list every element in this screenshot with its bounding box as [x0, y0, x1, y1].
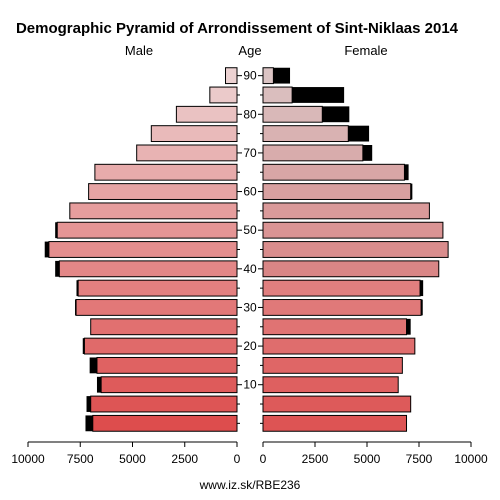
age-tick-label: 40 [243, 262, 257, 276]
female-bar-extra [362, 145, 373, 161]
male-bar [175, 105, 238, 123]
male-bar [58, 260, 238, 278]
female-bar [262, 260, 440, 278]
female-bar [262, 86, 293, 104]
male-bar [90, 395, 238, 413]
female-x-tick-label: 10000 [454, 452, 488, 466]
female-bar [262, 279, 421, 297]
male-bar [96, 356, 238, 374]
female-bar [262, 376, 399, 394]
age-tick-label: 80 [243, 107, 257, 121]
female-bar-extra [292, 87, 345, 103]
male-x-tick-label: 2500 [171, 452, 198, 466]
male-bar [94, 163, 238, 181]
male-x-tick-label: 10000 [11, 452, 45, 466]
male-bar [225, 67, 238, 85]
female-x-tick-label: 0 [260, 452, 267, 466]
male-bar [150, 125, 238, 143]
male-bar [100, 376, 238, 394]
male-bar [56, 221, 238, 239]
female-bar-extra [420, 280, 424, 297]
age-tick-label: 20 [243, 339, 257, 353]
female-bar [262, 67, 274, 85]
male-bar [77, 279, 238, 297]
male-bar-extra [76, 280, 79, 297]
female-bar [262, 163, 405, 181]
female-bar [262, 356, 403, 374]
female-bar [262, 125, 349, 143]
male-bar-extra [44, 241, 49, 258]
male-x-tick-label: 0 [234, 452, 241, 466]
male-bar-extra [86, 396, 91, 412]
male-bar-extra [55, 260, 60, 277]
male-x-tick-label: 5000 [119, 452, 146, 466]
male-label: Male [125, 43, 153, 58]
female-bar-extra [322, 106, 350, 123]
female-bar-extra [273, 67, 291, 84]
female-bar-extra [410, 183, 413, 200]
female-x-tick-label: 2500 [302, 452, 329, 466]
female-bar-extra [404, 164, 409, 181]
female-bar [262, 241, 449, 258]
male-bars [44, 67, 238, 432]
age-tick-label: 30 [243, 300, 257, 314]
age-tick-label: 60 [243, 185, 257, 199]
chart-title: Demographic Pyramid of Arrondissement of… [16, 20, 459, 37]
male-bar-extra [89, 357, 97, 374]
female-bar [262, 395, 412, 413]
male-bar [92, 414, 238, 432]
male-bar [69, 202, 238, 220]
female-bar-extra [348, 125, 370, 142]
male-bar [209, 86, 238, 104]
male-bar-extra [82, 338, 85, 354]
male-bar [88, 183, 238, 200]
age-tick-label: 50 [243, 223, 257, 237]
female-x-tick-label: 7500 [406, 452, 433, 466]
female-bar [262, 202, 430, 220]
axes: 10 20 30 40 50 60 70 80 90 10000 7500 5000 2500 0 0 250… [11, 69, 488, 466]
female-bar [262, 299, 422, 316]
female-label: Female [344, 43, 387, 58]
female-x-tick-label: 5000 [354, 452, 381, 466]
male-bar [75, 299, 238, 316]
male-bar [90, 318, 238, 336]
female-bar [262, 337, 416, 355]
female-bar [262, 105, 323, 123]
male-bar [48, 241, 238, 258]
male-bar-extra [85, 415, 93, 432]
female-bar [262, 318, 408, 336]
male-x-tick-label: 7500 [67, 452, 94, 466]
age-tick-label: 10 [243, 378, 257, 392]
male-bar-extra [96, 376, 102, 393]
age-tick-label: 70 [243, 146, 257, 160]
female-bar-extra [421, 299, 423, 316]
female-bar [262, 144, 364, 162]
female-bar [262, 414, 408, 432]
female-bar [262, 183, 412, 200]
footer-url: www.iz.sk/RBE236 [199, 478, 301, 492]
age-label: Age [238, 43, 261, 58]
female-bar [262, 221, 444, 239]
age-tick-label: 90 [243, 69, 257, 83]
female-bar-extra [406, 318, 411, 335]
male-bar-extra [55, 222, 58, 239]
male-bar-extra [75, 299, 77, 316]
female-bars [262, 67, 449, 432]
male-bar [83, 337, 238, 355]
male-bar [136, 144, 238, 162]
